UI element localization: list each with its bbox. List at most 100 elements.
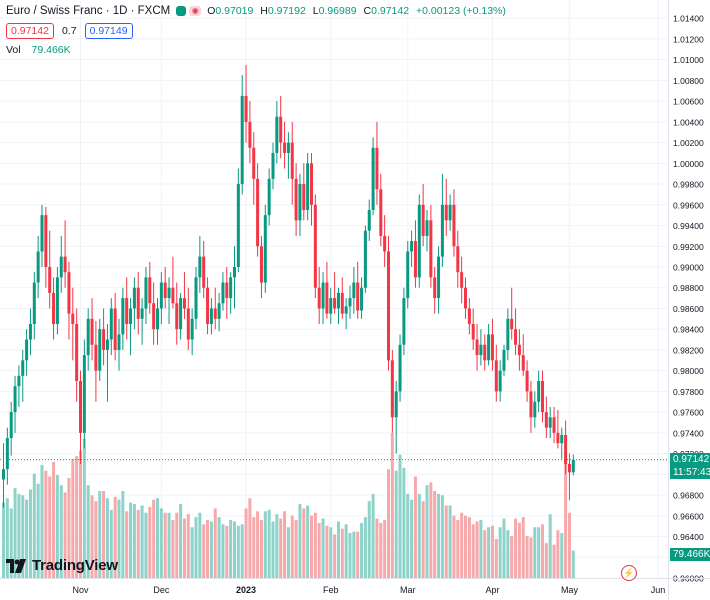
volume-bar xyxy=(325,525,329,578)
candle-body xyxy=(113,308,117,350)
tradingview-logo-icon xyxy=(6,558,26,573)
candle-body xyxy=(186,308,190,340)
candle-body xyxy=(82,355,86,433)
volume-bar xyxy=(471,524,475,578)
candle-body xyxy=(32,282,36,325)
volume-bar xyxy=(498,527,502,578)
volume-bar xyxy=(379,522,383,578)
tradingview-logo[interactable]: TradingView xyxy=(6,557,118,574)
volume-bar xyxy=(286,527,290,578)
candle-body xyxy=(502,349,506,371)
candle-body xyxy=(544,412,548,428)
candle-body xyxy=(348,298,352,307)
candle-body xyxy=(306,163,310,210)
volume-bar xyxy=(182,518,186,578)
volume-legend[interactable]: Vol 79.466K xyxy=(6,44,71,56)
sell-price-button[interactable]: 0.97142 xyxy=(6,23,54,39)
volume-bar xyxy=(567,512,571,578)
symbol-title[interactable]: Euro / Swiss Franc · 1D · FXCM xyxy=(6,5,171,17)
candle-body xyxy=(475,339,479,356)
candle-body xyxy=(9,412,13,439)
ohlc-values: O0.97019 H0.97192 L0.96989 C0.97142 +0.0… xyxy=(207,5,506,17)
candle-body xyxy=(460,272,464,288)
candle-body xyxy=(256,178,260,247)
volume-bar xyxy=(290,515,294,578)
candle-body xyxy=(298,184,302,221)
candle-body xyxy=(444,204,448,221)
volume-tag: 79.466K xyxy=(670,548,710,561)
volume-bar xyxy=(21,495,25,578)
volume-bar xyxy=(283,511,287,578)
candle-body xyxy=(136,287,140,319)
eye-icon[interactable]: ◉ xyxy=(189,6,202,16)
candle-body xyxy=(2,469,5,480)
candle-body xyxy=(259,246,263,283)
volume-bar xyxy=(252,517,256,578)
volume-bar xyxy=(32,473,36,578)
candle-body xyxy=(371,147,375,210)
volume-bar xyxy=(467,517,471,578)
candle-body xyxy=(13,386,17,413)
buy-price-button[interactable]: 0.97149 xyxy=(84,23,133,39)
volume-bar xyxy=(171,520,175,578)
candle-body xyxy=(263,215,267,283)
volume-bar xyxy=(198,512,202,578)
volume-bar xyxy=(36,483,40,578)
volume-bar xyxy=(429,482,433,578)
candle-body xyxy=(467,308,471,325)
volume-bar xyxy=(556,530,560,578)
price-tick-label: 1.00000 xyxy=(673,159,704,169)
volume-bar xyxy=(371,493,375,578)
candle-body xyxy=(17,375,21,387)
volume-bar xyxy=(541,524,544,578)
candle-body xyxy=(356,282,360,311)
candle-body xyxy=(75,324,79,382)
price-tick-label: 0.96800 xyxy=(673,491,704,501)
volume-bar xyxy=(333,534,337,578)
price-tick-label: 1.00200 xyxy=(673,138,704,148)
volume-bar xyxy=(102,491,106,578)
candle-body xyxy=(194,277,198,319)
candle-body xyxy=(294,178,298,221)
price-tick-label: 0.99400 xyxy=(673,221,704,231)
candle-body xyxy=(487,334,491,361)
volume-bar xyxy=(25,499,29,578)
volume-bar xyxy=(390,433,394,578)
volume-bar xyxy=(552,544,556,578)
last-price-value: 0.97142 xyxy=(673,453,710,465)
candle-body xyxy=(556,432,560,444)
candle-body xyxy=(279,116,283,143)
volume-bar xyxy=(236,525,240,578)
volume-bar xyxy=(256,511,260,578)
volume-bar xyxy=(279,518,283,578)
candle-body xyxy=(236,184,240,267)
candle-body xyxy=(209,308,213,325)
candle-body xyxy=(290,142,294,179)
candle-body xyxy=(390,360,394,418)
time-axis: Nov Dec 2023 Feb Mar Apr May Jun xyxy=(0,578,710,595)
candle-body xyxy=(52,292,56,325)
volume-bar xyxy=(464,515,467,578)
change-value: +0.00123 (+0.13%) xyxy=(415,5,506,17)
volume-bar xyxy=(448,505,452,578)
candle-body xyxy=(494,360,498,392)
lightning-icon[interactable]: ⚡ xyxy=(621,565,637,581)
candle-body xyxy=(571,459,575,473)
volume-bar xyxy=(425,485,429,578)
time-tick-label: May xyxy=(561,585,579,595)
candle-body xyxy=(229,277,233,299)
price-tick-label: 0.98000 xyxy=(673,366,704,376)
candle-body xyxy=(283,142,287,153)
candle-body xyxy=(333,298,337,309)
volume-bar xyxy=(275,514,279,578)
volume-bar xyxy=(271,521,275,578)
volume-value: 79.466K xyxy=(31,44,71,56)
volume-bar xyxy=(502,518,506,578)
candle-body xyxy=(86,318,90,356)
volume-bar xyxy=(40,464,44,578)
volume-bar xyxy=(163,512,167,578)
volume-bar xyxy=(105,498,109,578)
volume-bar xyxy=(452,515,456,578)
price-axis: 1.01400 1.01200 1.01000 1.00800 1.00600 1.004… xyxy=(668,0,704,600)
